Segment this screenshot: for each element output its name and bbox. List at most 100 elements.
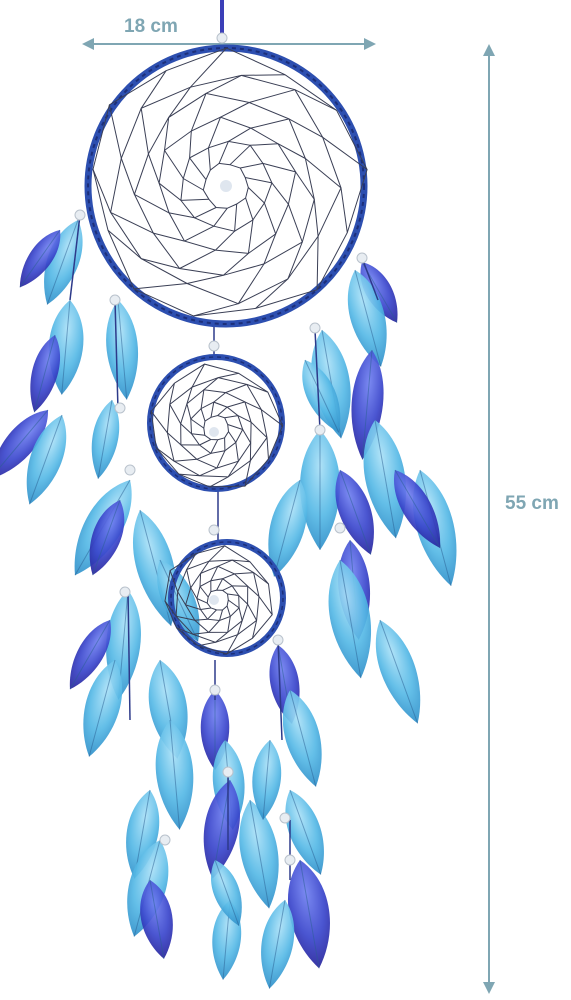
web-thread bbox=[263, 233, 277, 265]
web-thread bbox=[153, 232, 185, 242]
web-thread bbox=[169, 404, 182, 424]
web-thread bbox=[200, 389, 205, 409]
web-thread bbox=[237, 263, 265, 304]
web-thread bbox=[227, 424, 243, 430]
web-thread bbox=[175, 615, 195, 621]
web-thread bbox=[174, 458, 197, 462]
bead bbox=[314, 424, 326, 436]
web-thread bbox=[250, 421, 268, 438]
feathers bbox=[0, 219, 457, 989]
web-thread bbox=[203, 377, 219, 391]
web-thread bbox=[215, 631, 229, 643]
web-thread bbox=[263, 202, 277, 235]
web-thread bbox=[208, 620, 220, 633]
web-thread bbox=[196, 598, 208, 604]
feather-rib bbox=[169, 719, 181, 830]
feather-rib bbox=[149, 879, 165, 959]
web-thread bbox=[218, 141, 229, 164]
feather-rib bbox=[379, 619, 419, 724]
web-thread bbox=[186, 386, 193, 404]
web-thread bbox=[237, 620, 243, 635]
web-thread bbox=[177, 591, 187, 606]
feather-rib bbox=[249, 799, 270, 909]
feather bbox=[268, 480, 308, 577]
feather-rib bbox=[354, 269, 382, 367]
web-thread bbox=[199, 439, 212, 446]
feather-rib bbox=[29, 414, 63, 505]
height-measure bbox=[483, 44, 495, 994]
feather-rib bbox=[69, 619, 111, 690]
web-thread bbox=[180, 389, 252, 469]
bead bbox=[222, 766, 234, 778]
web-thread bbox=[247, 603, 258, 621]
feather-rib bbox=[394, 469, 441, 549]
web-thread bbox=[216, 450, 226, 469]
web-thread bbox=[305, 158, 342, 189]
small-ring-center-bead bbox=[209, 595, 219, 605]
web-thread bbox=[189, 130, 192, 158]
feather-rib bbox=[88, 659, 116, 757]
web-thread bbox=[240, 162, 263, 169]
web-thread bbox=[186, 553, 197, 570]
web-thread bbox=[134, 193, 170, 214]
web-thread bbox=[166, 377, 268, 478]
web-thread bbox=[242, 429, 252, 444]
feather-rib bbox=[117, 299, 128, 400]
web-thread bbox=[180, 198, 209, 201]
web-thread bbox=[249, 89, 296, 103]
web-thread bbox=[262, 162, 296, 173]
web-thread bbox=[184, 225, 215, 242]
web-thread bbox=[313, 199, 319, 237]
web-thread bbox=[190, 47, 227, 88]
feather bbox=[285, 790, 324, 875]
bead bbox=[356, 252, 368, 264]
web-thread bbox=[107, 229, 142, 259]
web-thread bbox=[108, 104, 122, 159]
feather-rib bbox=[214, 859, 240, 926]
web-thread bbox=[227, 593, 239, 596]
web-thread bbox=[246, 383, 268, 393]
web-thread bbox=[288, 118, 323, 138]
bead bbox=[279, 812, 291, 824]
web-thread bbox=[191, 363, 205, 388]
bead bbox=[272, 634, 284, 646]
web-thread bbox=[167, 432, 182, 446]
web-thread bbox=[183, 178, 204, 191]
feather bbox=[335, 470, 374, 555]
feather bbox=[83, 660, 123, 757]
feather bbox=[282, 690, 322, 787]
web-thread bbox=[271, 182, 289, 205]
web-thread bbox=[192, 631, 209, 635]
web-thread bbox=[194, 207, 217, 219]
web-thread bbox=[202, 162, 249, 209]
web-thread bbox=[186, 569, 192, 588]
bead bbox=[334, 522, 346, 534]
web-thread bbox=[199, 573, 202, 587]
web-thread bbox=[207, 609, 217, 620]
medium-ring bbox=[147, 354, 285, 492]
web-thread bbox=[155, 447, 175, 462]
web-thread bbox=[176, 627, 194, 635]
web-thread bbox=[205, 74, 242, 94]
feather-rib bbox=[361, 349, 373, 460]
web-thread bbox=[340, 187, 348, 233]
medium-ring-center-bead bbox=[209, 427, 219, 437]
web-thread bbox=[164, 150, 184, 179]
web-thread bbox=[250, 118, 290, 129]
web-thread bbox=[180, 140, 273, 232]
web-thread bbox=[287, 241, 303, 280]
web-thread bbox=[234, 572, 254, 575]
feather-rib bbox=[289, 689, 317, 787]
feather-rib bbox=[339, 559, 362, 679]
web-thread bbox=[150, 363, 284, 488]
web-thread bbox=[295, 171, 315, 200]
web-thread bbox=[169, 212, 195, 219]
web-thread bbox=[190, 587, 198, 599]
web-thread bbox=[190, 93, 207, 132]
web-thread bbox=[220, 102, 250, 118]
web-thread bbox=[199, 586, 209, 598]
web-thread bbox=[218, 372, 239, 379]
web-thread bbox=[199, 467, 218, 477]
bead bbox=[114, 402, 126, 414]
web-thread bbox=[247, 219, 254, 254]
